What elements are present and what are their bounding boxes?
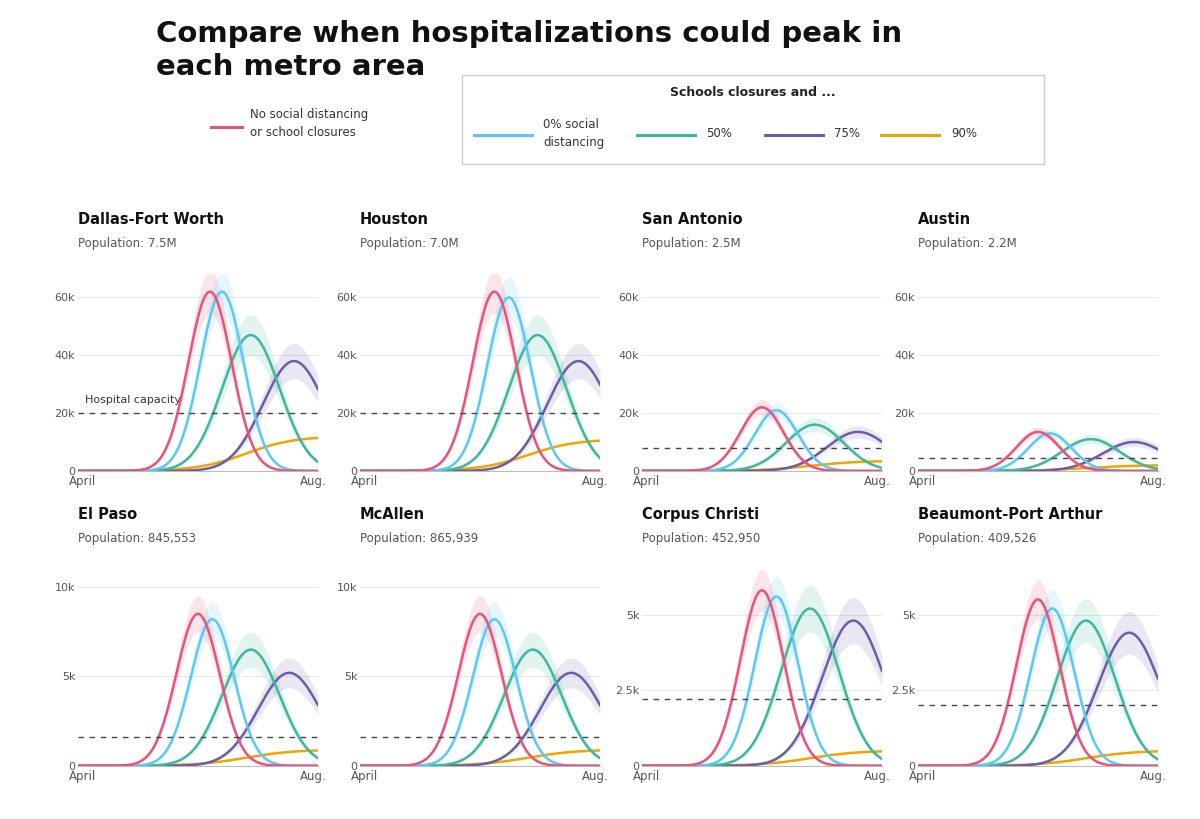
Text: each metro area: each metro area	[156, 53, 425, 81]
FancyBboxPatch shape	[462, 75, 1044, 164]
Text: 75%: 75%	[834, 127, 860, 140]
Text: Population: 7.0M: Population: 7.0M	[360, 237, 458, 250]
Text: Population: 409,526: Population: 409,526	[918, 532, 1037, 545]
Text: Population: 7.5M: Population: 7.5M	[78, 237, 176, 250]
Text: Population: 452,950: Population: 452,950	[642, 532, 761, 545]
Text: Population: 845,553: Population: 845,553	[78, 532, 196, 545]
Text: Houston: Houston	[360, 212, 430, 227]
Text: San Antonio: San Antonio	[642, 212, 743, 227]
Text: Schools closures and ...: Schools closures and ...	[670, 86, 836, 99]
Text: Beaumont-Port Arthur: Beaumont-Port Arthur	[918, 507, 1103, 522]
Text: Hospital capacity: Hospital capacity	[85, 396, 181, 405]
Text: Population: 2.5M: Population: 2.5M	[642, 237, 740, 250]
Text: Corpus Christi: Corpus Christi	[642, 507, 760, 522]
Text: Austin: Austin	[918, 212, 971, 227]
Text: 50%: 50%	[707, 127, 732, 140]
Text: McAllen: McAllen	[360, 507, 425, 522]
Text: El Paso: El Paso	[78, 507, 137, 522]
Text: Population: 865,939: Population: 865,939	[360, 532, 479, 545]
Text: Compare when hospitalizations could peak in: Compare when hospitalizations could peak…	[156, 20, 902, 48]
Text: Dallas-Fort Worth: Dallas-Fort Worth	[78, 212, 224, 227]
Text: No social distancing
or school closures: No social distancing or school closures	[250, 108, 368, 139]
Text: 90%: 90%	[950, 127, 977, 140]
Text: Population: 2.2M: Population: 2.2M	[918, 237, 1016, 250]
Text: 0% social
distancing: 0% social distancing	[544, 118, 605, 149]
